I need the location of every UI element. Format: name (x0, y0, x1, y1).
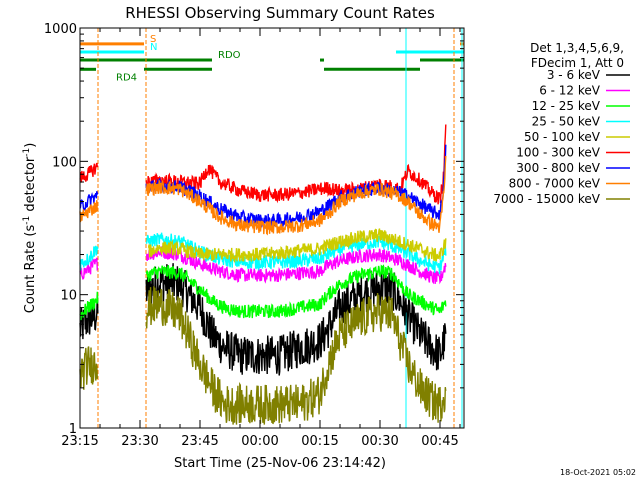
y-axis-label: Count Rate (s-1 detector-1) (22, 143, 38, 314)
timestamp: 18-Oct-2021 05:02 (560, 468, 636, 477)
legend-header: FDecim 1, Att 0 (531, 56, 624, 70)
series-8 (79, 286, 447, 425)
legend-entry-label: 25 - 50 keV (532, 115, 601, 129)
legend-entry-label: 7000 - 15000 keV (493, 192, 600, 206)
x-tick-label: 00:00 (241, 434, 278, 449)
legend: Det 1,3,4,5,6,9,FDecim 1, Att 03 - 6 keV… (493, 41, 630, 206)
x-tick-label: 00:15 (301, 434, 338, 449)
x-axis-label: Start Time (25-Nov-06 23:14:42) (174, 456, 386, 471)
x-axis-ticks: 23:15 23:30 23:45 00:00 00:15 00:30 00:45 (61, 28, 461, 449)
y-axis-ticks: 1 10 100 1000 (44, 22, 464, 437)
series-5 (79, 124, 447, 205)
series-lines (79, 124, 447, 425)
flag-label: N (150, 42, 157, 53)
legend-entry-label: 12 - 25 keV (532, 99, 601, 113)
flag-label: RD4 (116, 72, 137, 83)
legend-entry-label: 6 - 12 keV (539, 84, 601, 98)
legend-entry-label: 50 - 100 keV (524, 130, 601, 144)
y-tick-label: 1000 (44, 22, 77, 37)
flag-label: RDO (218, 50, 241, 61)
legend-entry-label: 800 - 7000 keV (509, 177, 601, 191)
x-tick-label: 23:30 (121, 434, 158, 449)
x-tick-label: 00:30 (361, 434, 398, 449)
y-tick-label: 10 (60, 289, 77, 304)
legend-entry-label: 3 - 6 keV (547, 68, 601, 82)
chart-title: RHESSI Observing Summary Count Rates (125, 4, 435, 22)
x-tick-label: 23:15 (61, 434, 98, 449)
series-2 (79, 264, 447, 321)
flag-label: S (150, 34, 156, 45)
x-tick-label: 00:45 (421, 434, 458, 449)
y-tick-label: 100 (52, 155, 77, 170)
legend-entry-label: 300 - 800 keV (516, 161, 600, 175)
series-7 (79, 155, 447, 236)
y-tick-label: 1 (69, 422, 77, 437)
legend-header: Det 1,3,4,5,6,9, (530, 41, 624, 55)
x-tick-label: 23:45 (181, 434, 218, 449)
legend-entry-label: 100 - 300 keV (516, 146, 600, 160)
plot-frame (79, 27, 465, 429)
series-4 (147, 228, 447, 264)
